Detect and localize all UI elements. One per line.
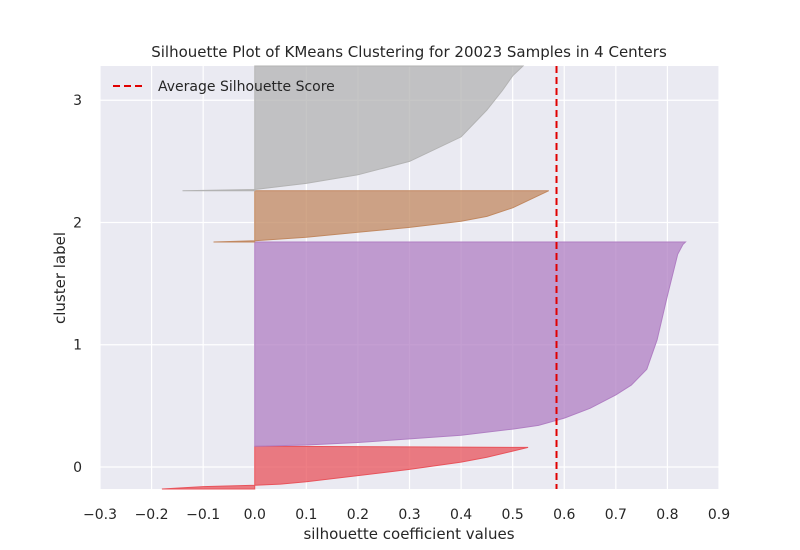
y-tick-label-0: 0 — [73, 460, 82, 476]
chart-title: Silhouette Plot of KMeans Clustering for… — [151, 43, 667, 61]
legend: Average Silhouette Score — [113, 79, 335, 95]
cluster-2-area — [213, 190, 550, 243]
x-tick-label-3: 0.0 — [244, 507, 266, 523]
y-tick-labels: 0 1 2 3 — [73, 93, 82, 476]
x-tick-labels: −0.3 −0.2 −0.1 0.0 0.1 0.2 0.3 0.4 0.5 0.6 0.7 0.8 0… — [83, 507, 730, 523]
y-tick-label-1: 1 — [73, 338, 82, 354]
cluster-0-area — [161, 445, 529, 490]
y-axis-label: cluster label — [51, 232, 69, 324]
x-tick-label-5: 0.2 — [347, 507, 369, 523]
x-axis-label: silhouette coefficient values — [303, 525, 514, 543]
x-tick-label-9: 0.6 — [553, 507, 575, 523]
x-tick-label-11: 0.8 — [656, 507, 678, 523]
x-tick-label-1: −0.2 — [135, 507, 169, 523]
x-tick-label-6: 0.3 — [398, 507, 420, 523]
cluster-1-area — [254, 241, 687, 447]
x-tick-label-0: −0.3 — [83, 507, 117, 523]
legend-label-average-score: Average Silhouette Score — [158, 79, 335, 95]
x-tick-label-7: 0.4 — [450, 507, 472, 523]
x-tick-label-4: 0.1 — [295, 507, 317, 523]
cluster-3-area — [182, 65, 525, 192]
x-tick-label-2: −0.1 — [186, 507, 220, 523]
y-tick-label-3: 3 — [73, 93, 82, 109]
y-tick-label-2: 2 — [73, 215, 82, 231]
x-tick-label-10: 0.7 — [605, 507, 627, 523]
cluster-areas — [161, 65, 687, 490]
x-tick-label-8: 0.5 — [502, 507, 524, 523]
x-tick-label-12: 0.9 — [708, 507, 730, 523]
